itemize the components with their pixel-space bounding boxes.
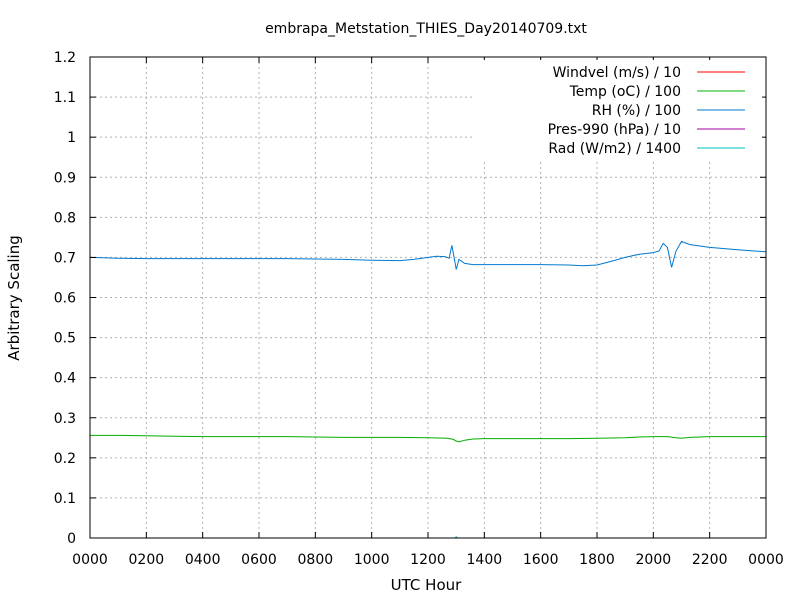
x-tick-label: 1600 <box>523 552 559 568</box>
x-tick-label: 0800 <box>298 552 334 568</box>
legend: Windvel (m/s) / 10 Temp (oC) / 100 RH (%) … <box>472 60 762 160</box>
x-tick-label: 0400 <box>185 552 221 568</box>
x-tick-label: 1400 <box>467 552 503 568</box>
tick-labels: 0000 0200 0400 0600 0800 1000 1200 1400 1600 1800… <box>54 50 784 568</box>
legend-label: Pres-990 (hPa) / 10 <box>548 122 681 138</box>
chart-title: embrapa_Metstation_THIES_Day20140709.txt <box>265 21 587 37</box>
x-tick-label: 0600 <box>241 552 277 568</box>
x-tick-label: 0200 <box>129 552 165 568</box>
series-line-temp <box>90 434 766 443</box>
x-tick-label: 1200 <box>410 552 446 568</box>
y-tick-label: 0.1 <box>54 491 76 507</box>
y-tick-label: 0.5 <box>54 331 76 347</box>
y-tick-label: 1.2 <box>54 50 76 66</box>
y-tick-label: 0.9 <box>54 170 76 186</box>
legend-label: Rad (W/m2) / 1400 <box>548 141 681 157</box>
x-axis-label: UTC Hour <box>391 576 462 594</box>
series-line-rh <box>89 240 767 270</box>
y-tick-label: 0.8 <box>54 210 76 226</box>
x-tick-label: 0000 <box>748 552 784 568</box>
x-tick-label: 1000 <box>354 552 390 568</box>
legend-label: Temp (oC) / 100 <box>569 84 681 100</box>
x-tick-label: 2000 <box>636 552 672 568</box>
y-tick-label: 0.4 <box>54 371 76 387</box>
x-tick-label: 0000 <box>72 552 108 568</box>
y-tick-label: 0 <box>67 531 76 547</box>
y-tick-label: 1 <box>67 130 76 146</box>
x-tick-label: 2200 <box>692 552 728 568</box>
x-tick-label: 1800 <box>579 552 615 568</box>
legend-label: RH (%) / 100 <box>592 103 681 119</box>
y-tick-label: 0.6 <box>54 291 76 307</box>
y-axis-label: Arbitrary Scaling <box>5 235 23 361</box>
y-tick-label: 0.7 <box>54 250 76 266</box>
y-tick-label: 0.3 <box>54 411 76 427</box>
y-tick-label: 0.2 <box>54 451 76 467</box>
y-tick-label: 1.1 <box>54 90 76 106</box>
legend-label: Windvel (m/s) / 10 <box>553 65 681 81</box>
